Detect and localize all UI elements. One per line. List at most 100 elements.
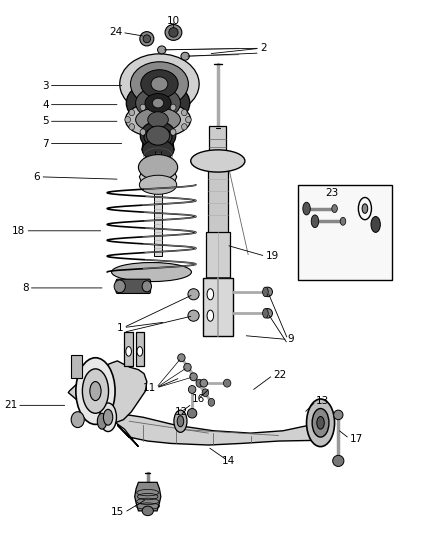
Text: 2: 2 (260, 43, 266, 53)
Ellipse shape (152, 98, 164, 108)
Ellipse shape (112, 263, 191, 281)
Bar (298, 185, 392, 280)
Text: 12: 12 (175, 407, 188, 417)
Ellipse shape (186, 117, 191, 123)
Bar (154, 171, 162, 256)
FancyBboxPatch shape (116, 279, 151, 294)
Ellipse shape (303, 202, 310, 215)
Text: 17: 17 (350, 434, 363, 443)
Ellipse shape (126, 81, 190, 125)
Ellipse shape (140, 31, 154, 46)
Ellipse shape (129, 124, 134, 130)
Ellipse shape (140, 129, 146, 135)
Text: 24: 24 (109, 27, 122, 37)
Bar (209, 126, 226, 159)
Circle shape (174, 410, 187, 432)
Ellipse shape (144, 127, 172, 147)
Circle shape (97, 413, 107, 429)
Ellipse shape (120, 54, 199, 114)
Ellipse shape (170, 129, 176, 135)
Ellipse shape (190, 373, 197, 381)
Ellipse shape (165, 25, 182, 41)
Ellipse shape (178, 354, 185, 362)
Ellipse shape (151, 77, 168, 91)
Text: 5: 5 (42, 116, 49, 126)
Ellipse shape (188, 385, 196, 393)
Ellipse shape (155, 131, 161, 137)
Ellipse shape (340, 217, 346, 225)
Text: 8: 8 (22, 283, 28, 293)
Text: 4: 4 (42, 100, 49, 110)
Ellipse shape (125, 117, 131, 123)
Text: 23: 23 (325, 188, 339, 198)
Text: 13: 13 (316, 397, 329, 406)
Ellipse shape (332, 205, 337, 213)
Text: 18: 18 (12, 226, 25, 236)
Ellipse shape (140, 104, 146, 110)
Polygon shape (68, 361, 147, 423)
Ellipse shape (188, 289, 199, 300)
Circle shape (207, 289, 214, 300)
Text: 6: 6 (34, 172, 40, 182)
Ellipse shape (136, 108, 180, 132)
Text: 9: 9 (288, 335, 294, 344)
Text: 15: 15 (111, 507, 124, 518)
Ellipse shape (170, 104, 176, 110)
Ellipse shape (71, 411, 84, 427)
Circle shape (103, 409, 113, 425)
Ellipse shape (131, 62, 188, 106)
Ellipse shape (142, 140, 174, 160)
Ellipse shape (145, 93, 171, 112)
Ellipse shape (333, 455, 344, 466)
Ellipse shape (263, 287, 272, 297)
Ellipse shape (184, 364, 191, 372)
Ellipse shape (181, 109, 187, 116)
Ellipse shape (148, 112, 168, 127)
Ellipse shape (114, 280, 125, 293)
Text: 22: 22 (273, 370, 286, 380)
Ellipse shape (143, 35, 151, 43)
Ellipse shape (188, 310, 199, 321)
Bar (124, 333, 133, 366)
Circle shape (317, 416, 324, 429)
Text: 7: 7 (42, 139, 49, 149)
Ellipse shape (196, 379, 202, 387)
Ellipse shape (200, 379, 208, 387)
Bar (71, 356, 82, 377)
Ellipse shape (139, 175, 177, 195)
Ellipse shape (142, 506, 153, 515)
Circle shape (100, 403, 117, 432)
Text: 11: 11 (143, 383, 156, 393)
Circle shape (137, 346, 143, 356)
Text: 3: 3 (42, 80, 49, 91)
Circle shape (207, 310, 214, 321)
Ellipse shape (140, 122, 176, 150)
Ellipse shape (158, 46, 166, 54)
Circle shape (362, 204, 368, 213)
Polygon shape (108, 413, 321, 447)
Ellipse shape (141, 70, 178, 98)
Circle shape (90, 382, 101, 401)
Text: 19: 19 (265, 251, 279, 261)
Ellipse shape (223, 379, 231, 387)
Ellipse shape (142, 281, 152, 292)
Ellipse shape (311, 215, 319, 228)
Text: 16: 16 (191, 394, 205, 404)
Text: 1: 1 (117, 322, 124, 333)
Circle shape (312, 408, 329, 437)
Circle shape (177, 416, 184, 427)
Ellipse shape (169, 28, 178, 37)
Bar (208, 159, 228, 234)
Bar (206, 232, 230, 280)
Ellipse shape (125, 102, 191, 137)
Circle shape (82, 369, 109, 413)
Ellipse shape (136, 87, 180, 119)
Ellipse shape (155, 102, 161, 109)
Ellipse shape (208, 398, 215, 406)
Ellipse shape (191, 150, 245, 172)
Ellipse shape (181, 124, 187, 130)
Text: 14: 14 (222, 456, 235, 466)
Ellipse shape (146, 126, 170, 145)
Ellipse shape (334, 410, 343, 419)
Polygon shape (135, 482, 161, 511)
